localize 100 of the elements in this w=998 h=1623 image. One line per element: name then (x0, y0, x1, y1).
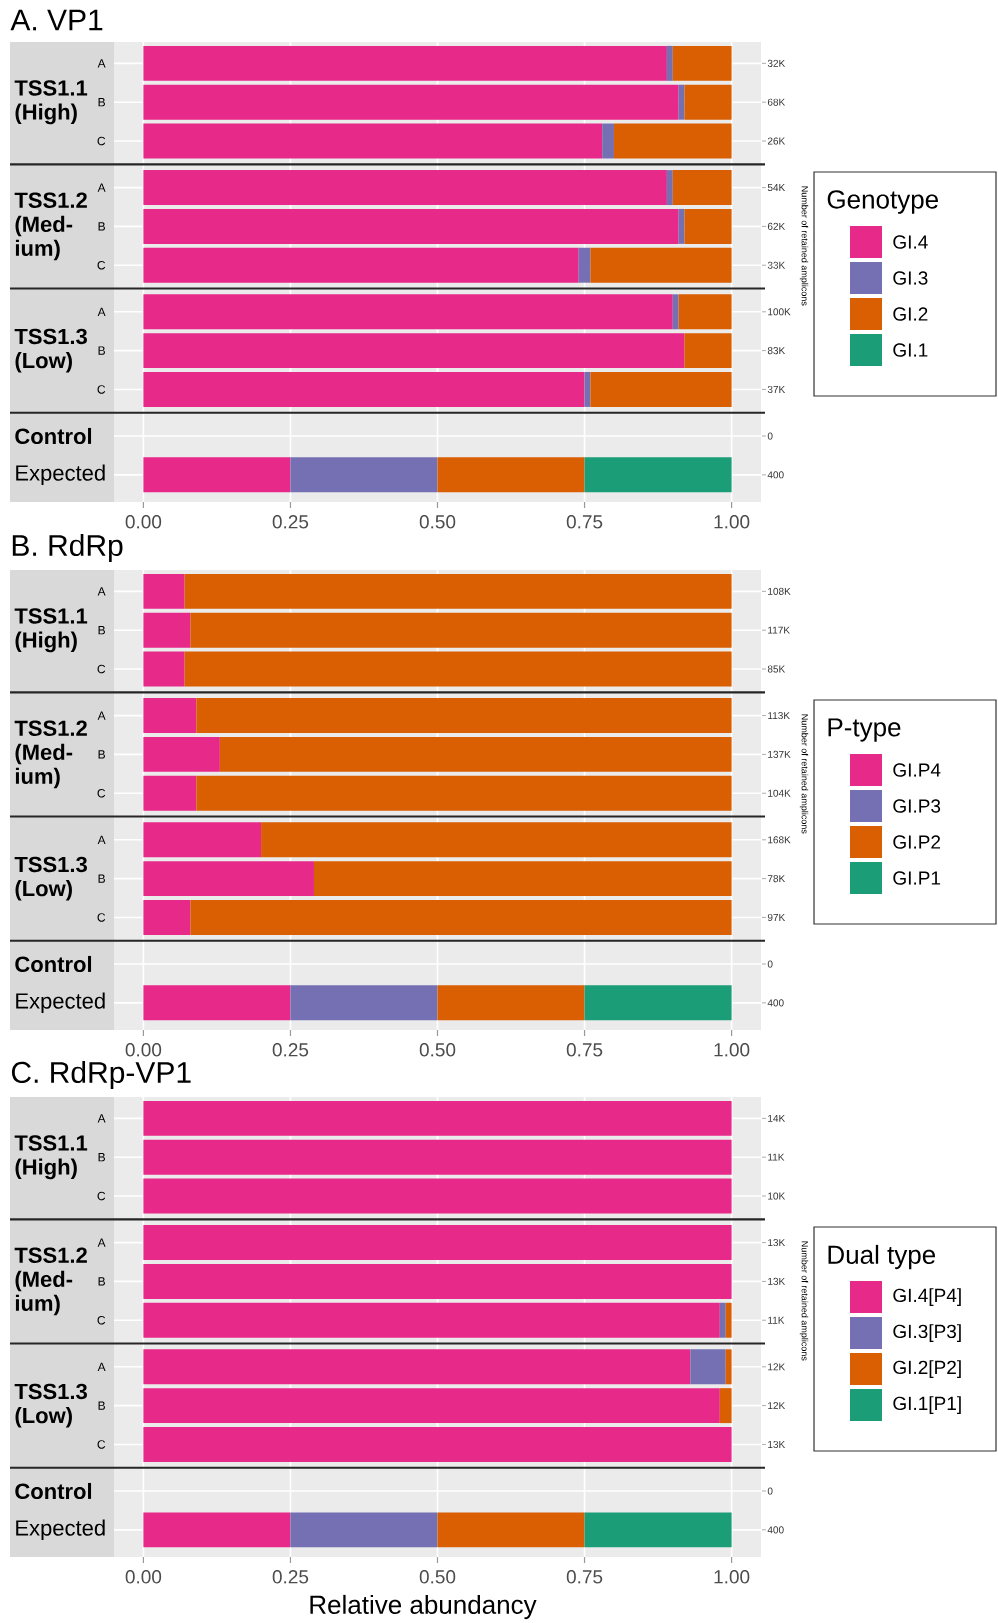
y-tick-label: B (98, 1277, 105, 1286)
legend-label: GI.3 (893, 271, 928, 285)
y-tick-label: B (98, 626, 105, 635)
text: 400 (767, 999, 784, 1007)
text: 10K (768, 1192, 786, 1200)
text: 13K (768, 1239, 786, 1247)
x-tick-label: 0.75 (566, 515, 603, 529)
x-tick-label: 0.75 (566, 1043, 603, 1057)
text: 400 (767, 1526, 784, 1534)
y-tick-label: A (97, 1114, 106, 1123)
text: 62K (767, 222, 786, 230)
y-tick-label: Expected (16, 992, 105, 1014)
text: 83K (767, 347, 786, 355)
x-tick-label: 0.75 (566, 1570, 603, 1584)
y2-axis-title: Number of retained amplicons (799, 186, 809, 306)
y-tick-label: B (98, 98, 105, 107)
text: 117K (768, 626, 790, 634)
legend-label: GI.P1 (893, 871, 941, 885)
text: 13K (768, 1277, 786, 1285)
text: TSS1.2 (Med-ium) (14, 1247, 87, 1316)
text: 11K (768, 1153, 785, 1161)
y-tick-label: A (97, 307, 106, 316)
y-tick-label: C (97, 913, 106, 922)
text: 14K (768, 1114, 786, 1122)
text: TSS1.3 (Low) (14, 1383, 87, 1428)
legend-title: Genotype (827, 190, 938, 214)
x-tick-label: 0.00 (125, 1570, 162, 1584)
y-tick-label: A (97, 1238, 106, 1247)
text: 33K (767, 261, 786, 269)
text: 0 (767, 432, 773, 440)
text: 68K (767, 98, 786, 106)
legend-label: GI.3[P3] (893, 1324, 961, 1342)
y-tick-label: C (97, 788, 106, 798)
text: 26K (767, 137, 786, 145)
legend-label: GI.1[P1] (893, 1396, 961, 1414)
y-tick-label: C (97, 664, 106, 674)
x-tick-label: 1.00 (714, 1043, 750, 1057)
y-tick-label: C (97, 1440, 106, 1449)
text: 108K (768, 587, 791, 595)
y-tick-label: B (98, 874, 105, 883)
legend-title: Dual type (828, 1244, 936, 1270)
x-tick-label: 0.25 (272, 1570, 309, 1584)
x-tick-label: 1.00 (714, 1570, 750, 1584)
x-tick-label: 0.50 (419, 515, 456, 529)
x-tick-label: 0.00 (125, 1043, 162, 1057)
y-tick-label: A (97, 183, 106, 192)
y-tick-label: C (97, 136, 106, 146)
text: 137K (768, 750, 791, 758)
text: 11K (768, 1316, 785, 1324)
legend-label: GI.P2 (893, 835, 941, 849)
text: TSS1.3 (Low) (14, 856, 87, 901)
y-tick-label: A (97, 59, 106, 68)
x-tick-label: 0.50 (419, 1570, 456, 1584)
legend-label: GI.P4 (893, 763, 941, 777)
text: 12K (768, 1402, 786, 1410)
text: TSS1.2 (Med-ium) (14, 192, 87, 261)
legend-label: GI.P3 (893, 799, 941, 813)
y-tick-label: B (98, 1401, 105, 1410)
y2-axis-title: Number of retained amplicons (799, 1241, 809, 1361)
text: 0 (767, 1487, 773, 1495)
x-tick-label: 0.25 (272, 515, 309, 529)
legend-label: GI.2 (893, 307, 928, 321)
y-tick-label: B (98, 750, 105, 759)
text: 12K (768, 1363, 786, 1371)
legend-label: GI.2[P2] (893, 1360, 961, 1378)
text: 168K (768, 836, 791, 844)
y-tick-label: C (97, 385, 106, 394)
y2-axis-title: Number of retained amplicons (799, 714, 809, 834)
text: TSS1.2 (Med-ium) (14, 720, 87, 789)
y-tick-label: B (98, 346, 105, 355)
y-tick-label: B (98, 1153, 105, 1162)
y-tick-label: A (97, 711, 106, 720)
y-tick-label: A (97, 1362, 106, 1371)
text: 78K (767, 875, 786, 883)
text: TSS1.3 (Low) (14, 328, 87, 373)
text: TSS1.1 (High) (14, 1135, 88, 1180)
text: Control (15, 427, 92, 445)
x-tick-label: 1.00 (714, 515, 750, 529)
text: 113K (768, 712, 790, 720)
text: TSS1.1 (High) (14, 608, 88, 653)
y-tick-label: Expected (16, 464, 105, 486)
x-tick-label: 0.00 (125, 515, 162, 529)
y-tick-label: Expected (16, 1519, 105, 1541)
text: 100K (768, 308, 791, 316)
text: 85K (767, 665, 786, 673)
text: 104K (768, 789, 791, 797)
y-tick-label: A (97, 587, 106, 596)
text: 400 (767, 471, 784, 479)
text: Control (15, 955, 92, 973)
chart-title: B. RdRp (12, 534, 123, 562)
text: 13K (768, 1440, 786, 1448)
y-tick-label: C (97, 1315, 106, 1325)
y-tick-label: C (97, 1191, 106, 1201)
y-tick-label: A (97, 835, 106, 844)
text: 37K (767, 385, 786, 393)
text: TSS1.1 (High) (14, 80, 88, 125)
chart-title: C. RdRp-VP1 (11, 1061, 191, 1089)
text: 97K (767, 913, 786, 921)
text: Control (15, 1482, 92, 1500)
x-tick-label: 0.50 (419, 1043, 456, 1057)
